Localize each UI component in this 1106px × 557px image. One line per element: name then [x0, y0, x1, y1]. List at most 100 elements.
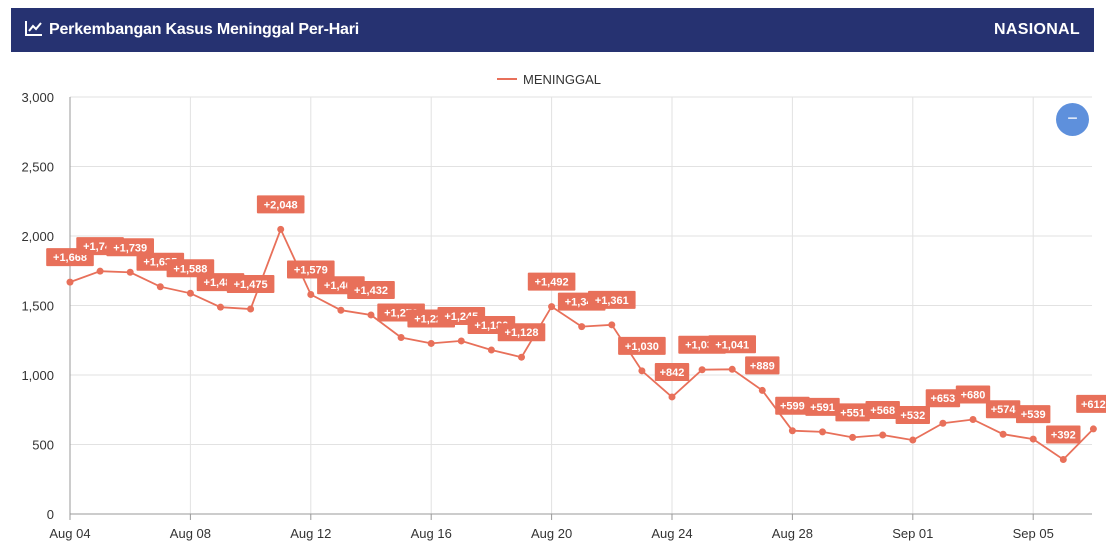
data-label-box — [895, 406, 930, 425]
data-point[interactable]: +1,588 — [166, 259, 215, 297]
data-point[interactable]: +1,432 — [347, 280, 395, 319]
data-point[interactable]: +1,739 — [106, 238, 154, 276]
data-point[interactable]: +1,361 — [588, 290, 636, 329]
data-point-marker[interactable] — [277, 225, 285, 233]
data-label: +1,492 — [535, 277, 569, 289]
data-point-marker[interactable] — [217, 303, 224, 311]
data-point[interactable]: +842 — [654, 362, 690, 401]
data-label: +539 — [1021, 409, 1046, 421]
data-point-marker[interactable] — [518, 353, 525, 361]
data-label-box — [256, 195, 305, 214]
chart-title: Perkembangan Kasus Meninggal Per-Hari — [49, 21, 360, 38]
data-point[interactable]: +574 — [985, 400, 1021, 438]
x-tick-label: Aug 20 — [531, 526, 572, 541]
data-point-marker[interactable] — [728, 365, 736, 373]
data-label: +392 — [1051, 430, 1076, 442]
data-point[interactable]: +1,128 — [497, 323, 546, 361]
y-tick-label: 500 — [32, 438, 54, 453]
data-label: +551 — [840, 407, 865, 419]
x-tick-label: Aug 04 — [49, 526, 90, 541]
data-point-marker[interactable] — [819, 428, 826, 436]
data-point-marker[interactable] — [427, 339, 435, 347]
data-point-marker[interactable] — [969, 415, 977, 423]
data-point[interactable]: +392 — [1046, 425, 1081, 464]
zoom-reset-button[interactable]: − — [1056, 103, 1089, 136]
data-point-marker[interactable] — [367, 311, 375, 319]
data-label: +1,475 — [234, 279, 268, 291]
data-point-marker[interactable] — [939, 419, 947, 427]
chart-header: Perkembangan Kasus Meninggal Per-Hari NA… — [11, 8, 1094, 52]
data-point-marker[interactable] — [247, 305, 255, 313]
data-point-marker[interactable] — [487, 346, 495, 354]
x-tick-label: Aug 24 — [651, 526, 692, 541]
data-label: +591 — [810, 402, 835, 414]
data-label: +1,361 — [595, 295, 629, 307]
data-point[interactable]: +2,048 — [256, 195, 305, 233]
data-point-marker[interactable] — [1059, 456, 1067, 464]
data-label: +1,030 — [625, 341, 659, 353]
data-point[interactable]: +1,030 — [618, 336, 666, 375]
data-point-marker[interactable] — [1029, 435, 1037, 443]
data-point-marker[interactable] — [1089, 425, 1097, 433]
data-point-marker[interactable] — [66, 278, 74, 286]
data-point-marker[interactable] — [96, 267, 104, 275]
data-point-marker[interactable] — [909, 436, 917, 444]
data-label-box — [865, 401, 900, 420]
data-point[interactable]: +680 — [955, 385, 991, 423]
data-point[interactable]: +1,492 — [527, 272, 576, 311]
data-label-box — [1046, 425, 1081, 444]
scope-label: NASIONAL — [994, 21, 1080, 38]
x-tick-label: Aug 16 — [411, 526, 452, 541]
data-point-marker[interactable] — [126, 268, 134, 276]
data-point-marker[interactable] — [999, 430, 1007, 438]
data-label: +1,588 — [173, 263, 207, 275]
data-label: +1,041 — [715, 339, 749, 351]
data-point[interactable]: +1,041 — [708, 335, 756, 373]
y-tick-label: 1,000 — [21, 368, 54, 383]
data-point-marker[interactable] — [758, 386, 766, 394]
data-point-marker[interactable] — [457, 337, 465, 345]
data-point-marker[interactable] — [638, 367, 646, 375]
data-label: +568 — [870, 405, 895, 417]
data-point-marker[interactable] — [156, 283, 164, 291]
data-point[interactable]: +653 — [925, 389, 961, 427]
data-label-box — [497, 323, 546, 342]
data-point-marker[interactable] — [608, 321, 616, 329]
data-label-box — [745, 356, 780, 375]
data-label-box — [287, 260, 335, 279]
data-point[interactable]: +551 — [835, 403, 870, 441]
data-label: +599 — [780, 401, 805, 413]
data-point[interactable]: +1,475 — [226, 274, 275, 313]
data-point-marker[interactable] — [548, 303, 556, 311]
data-label-box — [835, 403, 870, 422]
data-point-marker[interactable] — [668, 393, 676, 401]
data-label-box — [347, 280, 395, 299]
data-point-marker[interactable] — [397, 333, 405, 341]
data-point[interactable]: +889 — [745, 356, 780, 394]
data-point[interactable]: +568 — [865, 401, 900, 439]
data-point[interactable]: +599 — [775, 396, 810, 435]
x-tick-label: Aug 08 — [170, 526, 211, 541]
data-point[interactable]: +539 — [1016, 405, 1051, 443]
y-tick-label: 3,000 — [21, 90, 54, 105]
data-point[interactable]: +612 — [1076, 394, 1106, 433]
data-label-box — [955, 385, 991, 404]
data-point[interactable]: +591 — [805, 397, 840, 436]
y-tick-label: 2,500 — [21, 160, 54, 175]
data-point-marker[interactable] — [186, 289, 194, 297]
data-point-marker[interactable] — [578, 323, 586, 331]
x-tick-label: Aug 12 — [290, 526, 331, 541]
data-point[interactable]: +1,579 — [287, 260, 335, 299]
data-label: +612 — [1081, 399, 1106, 411]
data-point-marker[interactable] — [337, 306, 345, 314]
data-point-marker[interactable] — [307, 291, 315, 299]
data-point-marker[interactable] — [698, 366, 706, 374]
data-label-box — [106, 238, 154, 257]
data-point[interactable]: +532 — [895, 406, 930, 444]
data-label: +574 — [991, 404, 1017, 416]
data-point-marker[interactable] — [788, 427, 796, 435]
data-point-marker[interactable] — [879, 431, 887, 439]
data-label-box — [166, 259, 215, 278]
header-left: Perkembangan Kasus Meninggal Per-Hari — [25, 20, 359, 41]
data-point-marker[interactable] — [849, 433, 857, 441]
